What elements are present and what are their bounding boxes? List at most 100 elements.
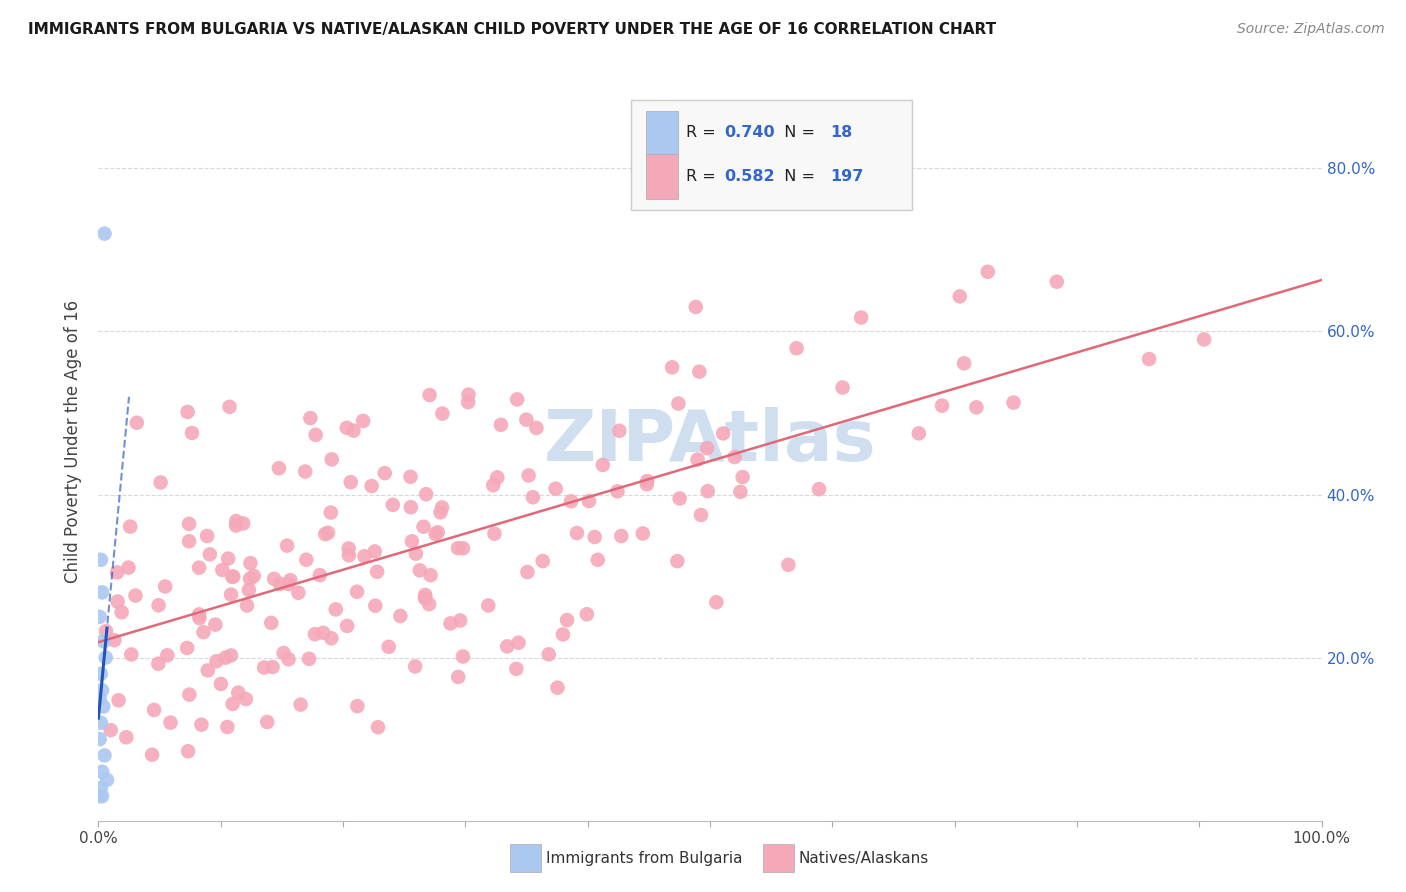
Point <box>177 516 200 531</box>
Point <box>148 599 170 613</box>
Point <box>457 395 479 409</box>
Point <box>91 683 114 698</box>
Point <box>346 584 368 599</box>
Point <box>336 421 359 435</box>
Point <box>336 619 359 633</box>
Point <box>263 572 285 586</box>
Point <box>321 632 343 646</box>
Point <box>724 450 747 464</box>
Point <box>89 610 111 624</box>
Point <box>262 660 284 674</box>
Point <box>197 664 219 678</box>
Point <box>190 717 212 731</box>
Point <box>222 569 245 583</box>
Point <box>668 491 690 506</box>
Point <box>690 508 713 522</box>
Point <box>486 470 509 484</box>
Point <box>711 426 734 441</box>
Text: IMMIGRANTS FROM BULGARIA VS NATIVE/ALASKAN CHILD POVERTY UNDER THE AGE OF 16 COR: IMMIGRANTS FROM BULGARIA VS NATIVE/ALASK… <box>28 22 997 37</box>
Point <box>90 666 112 681</box>
Point <box>496 640 519 654</box>
Point <box>153 579 176 593</box>
Point <box>610 529 633 543</box>
Point <box>93 227 115 241</box>
Point <box>217 551 239 566</box>
Point <box>451 541 474 556</box>
Point <box>219 648 242 663</box>
Point <box>93 748 115 763</box>
Point <box>551 627 574 641</box>
Point <box>159 715 181 730</box>
Point <box>221 697 243 711</box>
Point <box>89 732 111 747</box>
Point <box>221 570 243 584</box>
Point <box>188 560 211 574</box>
Point <box>277 577 299 591</box>
Point <box>522 490 544 504</box>
Point <box>105 566 128 580</box>
Point <box>141 747 163 762</box>
Point <box>808 482 831 496</box>
Point <box>260 615 283 630</box>
Point <box>179 688 201 702</box>
Point <box>269 577 291 591</box>
Point <box>232 516 254 531</box>
Text: 0.740: 0.740 <box>724 126 775 140</box>
Point <box>107 594 129 608</box>
Point <box>447 541 470 555</box>
Point <box>484 526 506 541</box>
Point <box>319 506 342 520</box>
Point <box>1137 352 1160 367</box>
Point <box>120 648 142 662</box>
Point <box>352 414 374 428</box>
Point <box>1192 333 1215 347</box>
Point <box>592 458 614 472</box>
FancyBboxPatch shape <box>630 101 912 211</box>
Point <box>575 607 598 622</box>
Point <box>432 407 454 421</box>
Point <box>367 720 389 734</box>
Point <box>219 588 242 602</box>
Point <box>508 636 530 650</box>
Point <box>555 613 578 627</box>
Point <box>931 399 953 413</box>
Point <box>666 396 689 410</box>
Point <box>413 591 436 605</box>
Point <box>565 526 588 541</box>
Point <box>239 572 262 586</box>
Point <box>204 617 226 632</box>
Point <box>886 169 908 184</box>
Point <box>94 650 117 665</box>
Point <box>299 411 322 425</box>
Point <box>89 691 111 706</box>
Point <box>696 441 718 455</box>
Point <box>253 660 276 674</box>
Point <box>198 547 221 561</box>
Point <box>412 519 434 533</box>
Text: N =: N = <box>773 126 820 140</box>
Point <box>389 609 412 624</box>
Point <box>426 525 449 540</box>
Point <box>89 789 111 804</box>
Point <box>236 599 259 613</box>
Point <box>429 505 451 519</box>
Point <box>226 685 249 699</box>
Point <box>107 693 129 707</box>
Point <box>124 589 146 603</box>
Text: 18: 18 <box>830 126 852 140</box>
Point <box>287 586 309 600</box>
Text: 197: 197 <box>830 169 863 184</box>
Point <box>256 714 278 729</box>
Point <box>243 569 266 583</box>
Point <box>778 558 800 572</box>
Point <box>607 424 630 438</box>
Point <box>949 289 972 303</box>
Point <box>731 470 754 484</box>
Point <box>103 633 125 648</box>
Point <box>526 421 548 435</box>
Point <box>364 544 387 558</box>
Point <box>314 527 336 541</box>
Point <box>849 310 872 325</box>
Point <box>399 500 422 515</box>
Point <box>439 616 461 631</box>
